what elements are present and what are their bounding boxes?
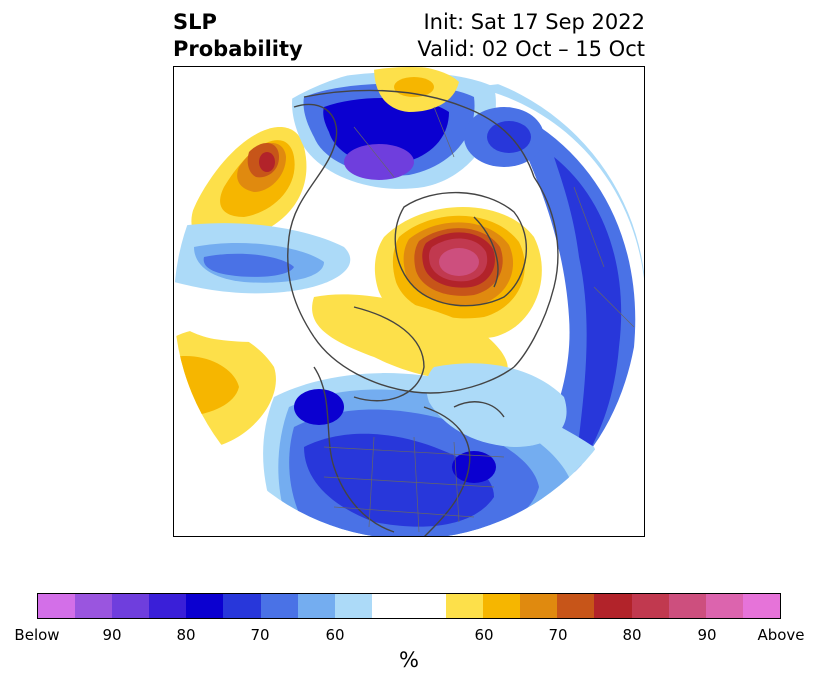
valid-range: Valid: 02 Oct – 15 Oct [417,37,645,61]
colorbar-segment [742,594,780,618]
colorbar-segment [520,594,558,618]
title-variable: SLP [173,10,217,34]
title-field: Probability [173,37,303,61]
colorbar-tick-label: Above [757,626,805,644]
colorbar-tick-label: 70 [548,626,568,644]
colorbar-segment [223,594,261,618]
map-panel [173,66,645,537]
probability-field [174,67,644,536]
colorbar-segment [408,594,447,618]
colorbar-tick-label: 80 [622,626,642,644]
colorbar-tick-label: 60 [325,626,345,644]
colorbar-tick-label: 80 [176,626,196,644]
colorbar-segment [334,594,372,618]
coastlines [287,89,559,536]
borders [323,106,635,533]
colorbar-segment [631,594,669,618]
colorbar-segment [705,594,743,618]
colorbar-segment [260,594,298,618]
colorbar-tick-label: 90 [102,626,122,644]
colorbar-tick-label: 90 [697,626,717,644]
colorbar-unit: % [399,648,419,672]
colorbar-tick-label: 70 [250,626,270,644]
map-dates: Init: Sat 17 Sep 2022 Valid: 02 Oct – 15… [417,9,645,63]
colorbar-segment [371,594,409,618]
init-date: Init: Sat 17 Sep 2022 [423,10,645,34]
colorbar-segment [446,594,484,618]
colorbar [37,593,781,619]
colorbar-segment [186,594,224,618]
colorbar-segment [75,594,113,618]
colorbar-tick-label: Below [14,626,60,644]
north-polar-map [174,67,644,536]
colorbar-tick-label: 60 [474,626,494,644]
colorbar-segment [594,594,632,618]
map-title: SLP Probability [173,9,303,63]
colorbar-segment [297,594,335,618]
colorbar-segment [668,594,706,618]
colorbar-segment [112,594,150,618]
colorbar-segment [38,594,76,618]
colorbar-segment [483,594,521,618]
colorbar-segment [557,594,595,618]
colorbar-segment [149,594,187,618]
